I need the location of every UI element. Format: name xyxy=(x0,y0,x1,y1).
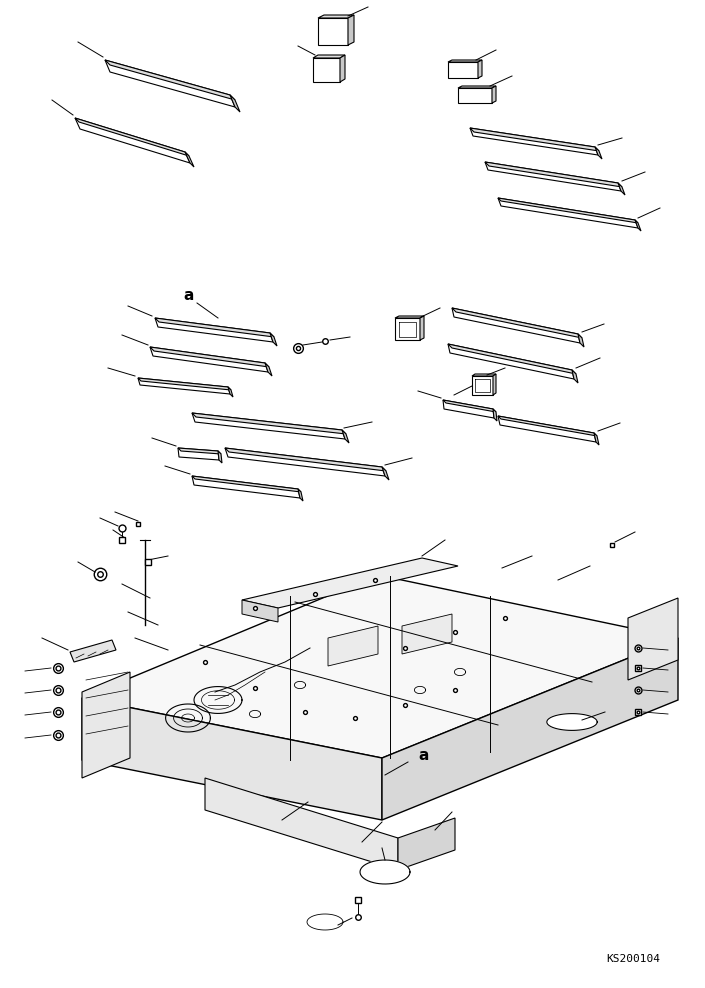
Polygon shape xyxy=(594,433,599,445)
Polygon shape xyxy=(192,413,345,439)
Polygon shape xyxy=(595,147,602,159)
Polygon shape xyxy=(178,448,221,454)
Polygon shape xyxy=(618,183,625,195)
Polygon shape xyxy=(443,400,496,412)
Polygon shape xyxy=(478,60,482,78)
Polygon shape xyxy=(205,778,398,870)
Polygon shape xyxy=(342,430,349,443)
Polygon shape xyxy=(242,600,278,622)
Polygon shape xyxy=(105,60,235,107)
Polygon shape xyxy=(138,378,231,390)
Polygon shape xyxy=(192,476,301,492)
Polygon shape xyxy=(470,128,599,151)
Polygon shape xyxy=(230,95,240,112)
Polygon shape xyxy=(313,55,345,58)
Polygon shape xyxy=(225,448,385,476)
Polygon shape xyxy=(228,387,233,397)
Polygon shape xyxy=(498,198,638,223)
Polygon shape xyxy=(448,344,574,379)
Polygon shape xyxy=(492,86,496,103)
Polygon shape xyxy=(360,860,410,884)
Polygon shape xyxy=(138,378,230,394)
Polygon shape xyxy=(82,698,382,820)
Polygon shape xyxy=(75,118,189,156)
Polygon shape xyxy=(402,614,452,654)
Polygon shape xyxy=(493,374,496,395)
Polygon shape xyxy=(395,318,420,340)
Polygon shape xyxy=(75,118,190,163)
Polygon shape xyxy=(225,448,386,471)
Polygon shape xyxy=(340,55,345,82)
Polygon shape xyxy=(472,376,493,395)
Polygon shape xyxy=(470,128,598,155)
Polygon shape xyxy=(318,18,348,45)
Polygon shape xyxy=(458,86,496,88)
Polygon shape xyxy=(70,640,116,662)
Polygon shape xyxy=(192,413,346,434)
Polygon shape xyxy=(485,162,621,191)
Polygon shape xyxy=(493,409,497,421)
Polygon shape xyxy=(348,15,354,45)
Polygon shape xyxy=(192,476,300,498)
Polygon shape xyxy=(578,334,584,347)
Polygon shape xyxy=(105,60,235,100)
Polygon shape xyxy=(485,162,622,187)
Polygon shape xyxy=(448,60,482,62)
Polygon shape xyxy=(628,598,678,680)
Text: KS200104: KS200104 xyxy=(606,954,660,964)
Polygon shape xyxy=(82,575,678,758)
Polygon shape xyxy=(298,489,303,501)
Polygon shape xyxy=(178,448,219,460)
Polygon shape xyxy=(382,638,678,820)
Polygon shape xyxy=(472,374,496,376)
Polygon shape xyxy=(572,370,578,383)
Polygon shape xyxy=(218,451,222,463)
Polygon shape xyxy=(498,198,638,228)
Text: a: a xyxy=(183,288,193,303)
Polygon shape xyxy=(155,318,273,342)
Polygon shape xyxy=(313,58,340,82)
Polygon shape xyxy=(420,316,424,340)
Polygon shape xyxy=(382,467,389,480)
Polygon shape xyxy=(265,363,272,376)
Polygon shape xyxy=(452,308,582,338)
Polygon shape xyxy=(635,220,641,231)
Polygon shape xyxy=(398,818,455,870)
Polygon shape xyxy=(318,15,354,18)
Polygon shape xyxy=(547,713,597,730)
Polygon shape xyxy=(328,626,378,666)
Polygon shape xyxy=(150,347,269,367)
Polygon shape xyxy=(498,416,596,442)
Polygon shape xyxy=(443,400,494,418)
Polygon shape xyxy=(185,152,194,167)
Polygon shape xyxy=(498,416,597,436)
Polygon shape xyxy=(242,558,458,608)
Polygon shape xyxy=(452,308,580,343)
Polygon shape xyxy=(448,344,576,374)
Polygon shape xyxy=(150,347,268,372)
Polygon shape xyxy=(270,333,277,346)
Polygon shape xyxy=(448,62,478,78)
Polygon shape xyxy=(155,318,274,337)
Polygon shape xyxy=(82,672,130,778)
Polygon shape xyxy=(458,88,492,103)
Polygon shape xyxy=(395,316,424,318)
Text: a: a xyxy=(418,748,429,763)
